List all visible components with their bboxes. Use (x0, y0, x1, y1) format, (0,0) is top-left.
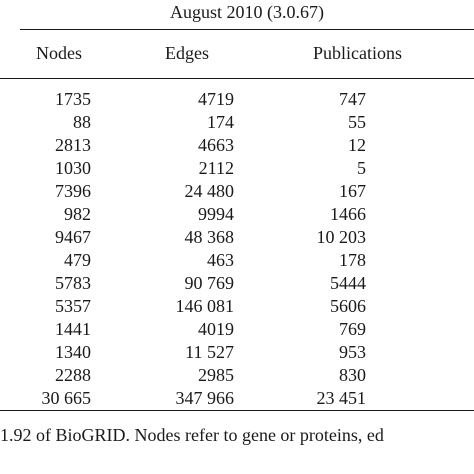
edges-cell: 347 966 (175, 388, 235, 408)
header-rule (0, 78, 474, 79)
column-header-nodes: Nodes (36, 43, 82, 63)
table-row: 88 174 55 (0, 111, 474, 134)
table-row: 2813 4663 12 (0, 134, 474, 157)
nodes-cell: 2813 (55, 135, 91, 155)
nodes-cell: 1735 (55, 89, 91, 109)
edges-cell: 4719 (198, 89, 234, 109)
publications-cell: 5444 (330, 273, 366, 293)
table-row: 1030 2112 5 (0, 157, 474, 180)
edges-cell: 11 527 (185, 342, 234, 362)
group-header: August 2010 (3.0.67) (170, 2, 324, 22)
edges-cell: 24 480 (184, 181, 235, 201)
table-row: 479 463 178 (0, 249, 474, 272)
publications-cell: 769 (339, 319, 366, 339)
table-row: 1735 4719 747 (0, 88, 474, 111)
table-body: 1735 4719 747 88 174 55 2813 4663 12 1030 2112 5 739… (0, 88, 474, 410)
edges-cell: 9994 (198, 204, 234, 224)
table-row: 1441 4019 769 (0, 318, 474, 341)
nodes-cell: 5783 (55, 273, 91, 293)
group-header-rule (20, 29, 474, 30)
table-row: 1340 11 527 953 (0, 341, 474, 364)
edges-cell: 2112 (198, 158, 234, 178)
edges-cell: 4019 (198, 319, 234, 339)
publications-cell: 5606 (330, 296, 366, 316)
edges-cell: 146 081 (175, 296, 235, 316)
table-row: 5357 146 081 5606 (0, 295, 474, 318)
nodes-cell: 1030 (55, 158, 91, 178)
edges-cell: 90 769 (184, 273, 235, 293)
table-row: 2288 2985 830 (0, 364, 474, 387)
nodes-cell: 88 (73, 112, 91, 132)
nodes-cell: 9467 (55, 227, 91, 247)
edges-cell: 174 (207, 112, 234, 132)
publications-cell: 178 (339, 250, 366, 270)
column-header-edges: Edges (165, 43, 209, 63)
nodes-cell: 5357 (55, 296, 91, 316)
publications-cell: 830 (339, 365, 366, 385)
nodes-cell: 1340 (55, 342, 91, 362)
nodes-cell: 479 (64, 250, 91, 270)
table-bottom-rule (0, 410, 474, 411)
table-row: 9467 48 368 10 203 (0, 226, 474, 249)
publications-cell: 55 (348, 112, 366, 132)
publications-cell: 747 (339, 89, 366, 109)
publications-cell: 10 203 (316, 227, 367, 247)
publications-cell: 23 451 (316, 388, 367, 408)
table-row: 30 665 347 966 23 451 (0, 387, 474, 410)
edges-cell: 463 (207, 250, 234, 270)
publications-cell: 5 (357, 158, 366, 178)
publications-cell: 167 (339, 181, 366, 201)
publications-cell: 12 (348, 135, 366, 155)
table-row: 982 9994 1466 (0, 203, 474, 226)
nodes-cell: 2288 (55, 365, 91, 385)
publications-cell: 953 (339, 342, 366, 362)
publications-cell: 1466 (330, 204, 366, 224)
table-caption: 1.92 of BioGRID. Nodes refer to gene or … (0, 425, 384, 445)
column-header-publications: Publications (313, 43, 402, 63)
nodes-cell: 1441 (55, 319, 91, 339)
edges-cell: 4663 (198, 135, 234, 155)
nodes-cell: 982 (64, 204, 91, 224)
nodes-cell: 30 665 (41, 388, 92, 408)
edges-cell: 2985 (198, 365, 234, 385)
table-row: 5783 90 769 5444 (0, 272, 474, 295)
nodes-cell: 7396 (55, 181, 91, 201)
edges-cell: 48 368 (184, 227, 235, 247)
table-row: 7396 24 480 167 (0, 180, 474, 203)
